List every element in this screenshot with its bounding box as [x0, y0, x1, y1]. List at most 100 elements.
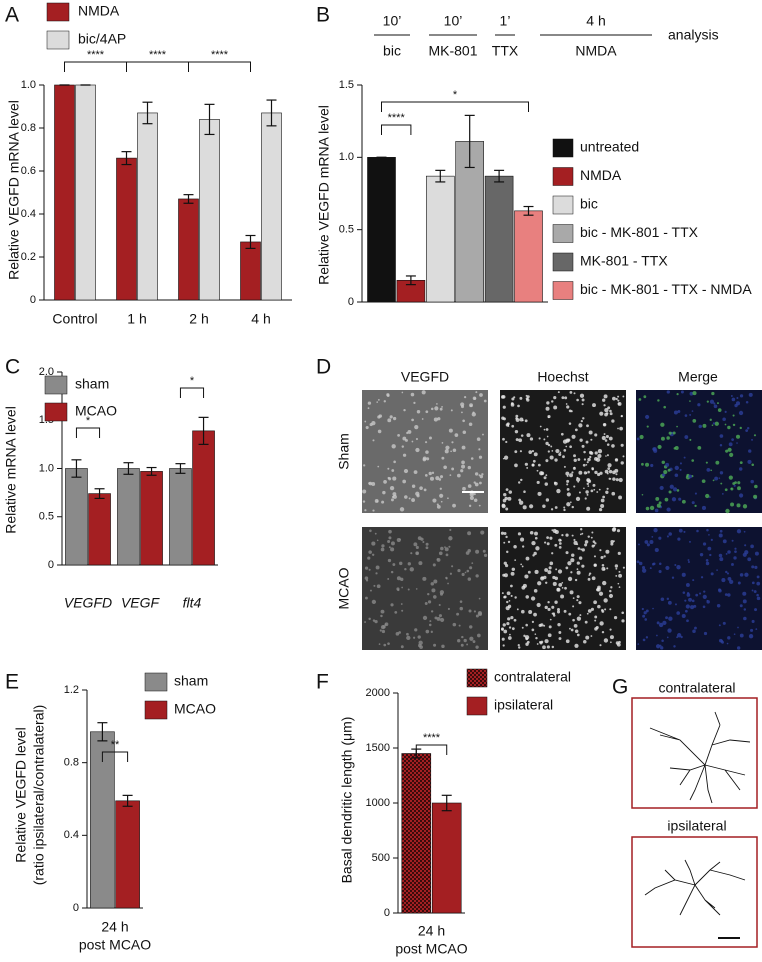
- cell-signal: [661, 460, 666, 465]
- cell-signal: [566, 488, 570, 491]
- cell-signal: [445, 576, 448, 580]
- cell-signal: [609, 409, 612, 413]
- cell-signal: [613, 616, 618, 620]
- cell-signal: [604, 412, 608, 417]
- cell-signal: [655, 496, 660, 501]
- cell-signal: [683, 530, 686, 533]
- cell-signal: [429, 620, 432, 623]
- cell-signal: [529, 437, 534, 441]
- cell-signal: [548, 566, 552, 570]
- cell-signal: [416, 410, 421, 414]
- bar: [484, 175, 514, 303]
- cell-signal: [427, 592, 430, 596]
- cell-signal: [692, 629, 696, 634]
- y-tick-label: 2000: [366, 687, 390, 699]
- cell-signal: [501, 628, 504, 631]
- cell-signal: [543, 624, 546, 627]
- cell-signal: [641, 493, 644, 496]
- error-bar: [146, 466, 157, 476]
- cell-signal: [401, 445, 405, 448]
- tracing-label: contralateral: [658, 680, 735, 696]
- cell-signal: [457, 473, 461, 478]
- cell-signal: [411, 440, 414, 443]
- cell-signal: [527, 570, 531, 574]
- significance-bracket: [381, 124, 412, 135]
- cell-signal: [649, 567, 652, 570]
- cell-signal: [645, 609, 649, 613]
- cell-signal: [436, 617, 441, 621]
- cell-signal: [531, 540, 536, 546]
- cell-signal: [532, 459, 536, 463]
- cell-signal: [665, 616, 669, 620]
- cell-signal: [565, 639, 570, 644]
- legend-label: bic/4AP: [78, 31, 126, 47]
- x-tick-label: 24 h: [101, 919, 128, 935]
- y-tick-label: 0.2: [21, 251, 36, 263]
- cell-signal: [525, 397, 529, 400]
- cell-signal: [563, 609, 567, 613]
- cell-signal: [609, 478, 612, 480]
- cell-signal: [674, 563, 677, 566]
- cell-signal: [601, 435, 606, 441]
- cell-signal: [709, 418, 712, 421]
- cell-signal: [545, 441, 549, 446]
- cell-signal: [439, 487, 442, 490]
- cell-signal: [576, 561, 580, 565]
- cell-signal: [431, 471, 435, 475]
- cell-signal: [657, 399, 660, 402]
- legend-swatch: [552, 138, 574, 158]
- cell-signal: [702, 542, 707, 546]
- cell-signal: [368, 617, 371, 621]
- cell-signal: [735, 434, 741, 439]
- cell-signal: [726, 572, 730, 575]
- cell-signal: [503, 492, 507, 497]
- cell-signal: [389, 415, 393, 419]
- legend-swatch: [552, 167, 574, 186]
- significance-bracket: [415, 744, 448, 755]
- cell-signal: [621, 619, 625, 623]
- cell-signal: [598, 488, 601, 491]
- cell-signal: [609, 608, 612, 611]
- cell-signal: [391, 541, 395, 546]
- cell-signal: [400, 645, 404, 649]
- cell-signal: [479, 393, 483, 397]
- cell-signal: [502, 623, 506, 627]
- legend-label: untreated: [580, 139, 639, 155]
- cell-signal: [390, 570, 394, 574]
- cell-signal: [711, 391, 715, 396]
- cell-signal: [515, 438, 519, 442]
- cell-signal: [425, 410, 429, 414]
- cell-signal: [365, 426, 369, 430]
- cell-signal: [676, 393, 679, 396]
- cell-signal: [603, 433, 606, 436]
- cell-signal: [616, 529, 621, 533]
- cell-signal: [571, 553, 575, 557]
- cell-signal: [436, 504, 441, 509]
- cell-signal: [687, 561, 690, 564]
- cell-signal: [533, 551, 537, 556]
- cell-signal: [573, 466, 576, 469]
- cell-signal: [578, 601, 582, 605]
- cell-signal: [697, 445, 702, 450]
- cell-signal: [439, 475, 444, 479]
- cell-signal: [433, 643, 437, 647]
- cell-signal: [566, 492, 571, 497]
- cell-signal: [415, 551, 419, 555]
- cell-signal: [388, 546, 391, 549]
- cell-signal: [676, 636, 679, 639]
- cell-signal: [505, 488, 509, 491]
- cell-signal: [719, 471, 724, 475]
- cell-signal: [572, 618, 575, 622]
- cell-signal: [533, 589, 538, 593]
- cell-signal: [573, 392, 576, 395]
- cell-signal: [689, 438, 692, 441]
- cell-signal: [438, 614, 442, 618]
- cell-signal: [652, 562, 656, 566]
- cell-signal: [717, 402, 719, 405]
- cell-signal: [696, 529, 699, 533]
- significance-bracket: [381, 101, 529, 112]
- cell-signal: [559, 539, 562, 542]
- cell-signal: [751, 565, 755, 569]
- cell-signal: [552, 581, 557, 586]
- cell-signal: [407, 562, 411, 566]
